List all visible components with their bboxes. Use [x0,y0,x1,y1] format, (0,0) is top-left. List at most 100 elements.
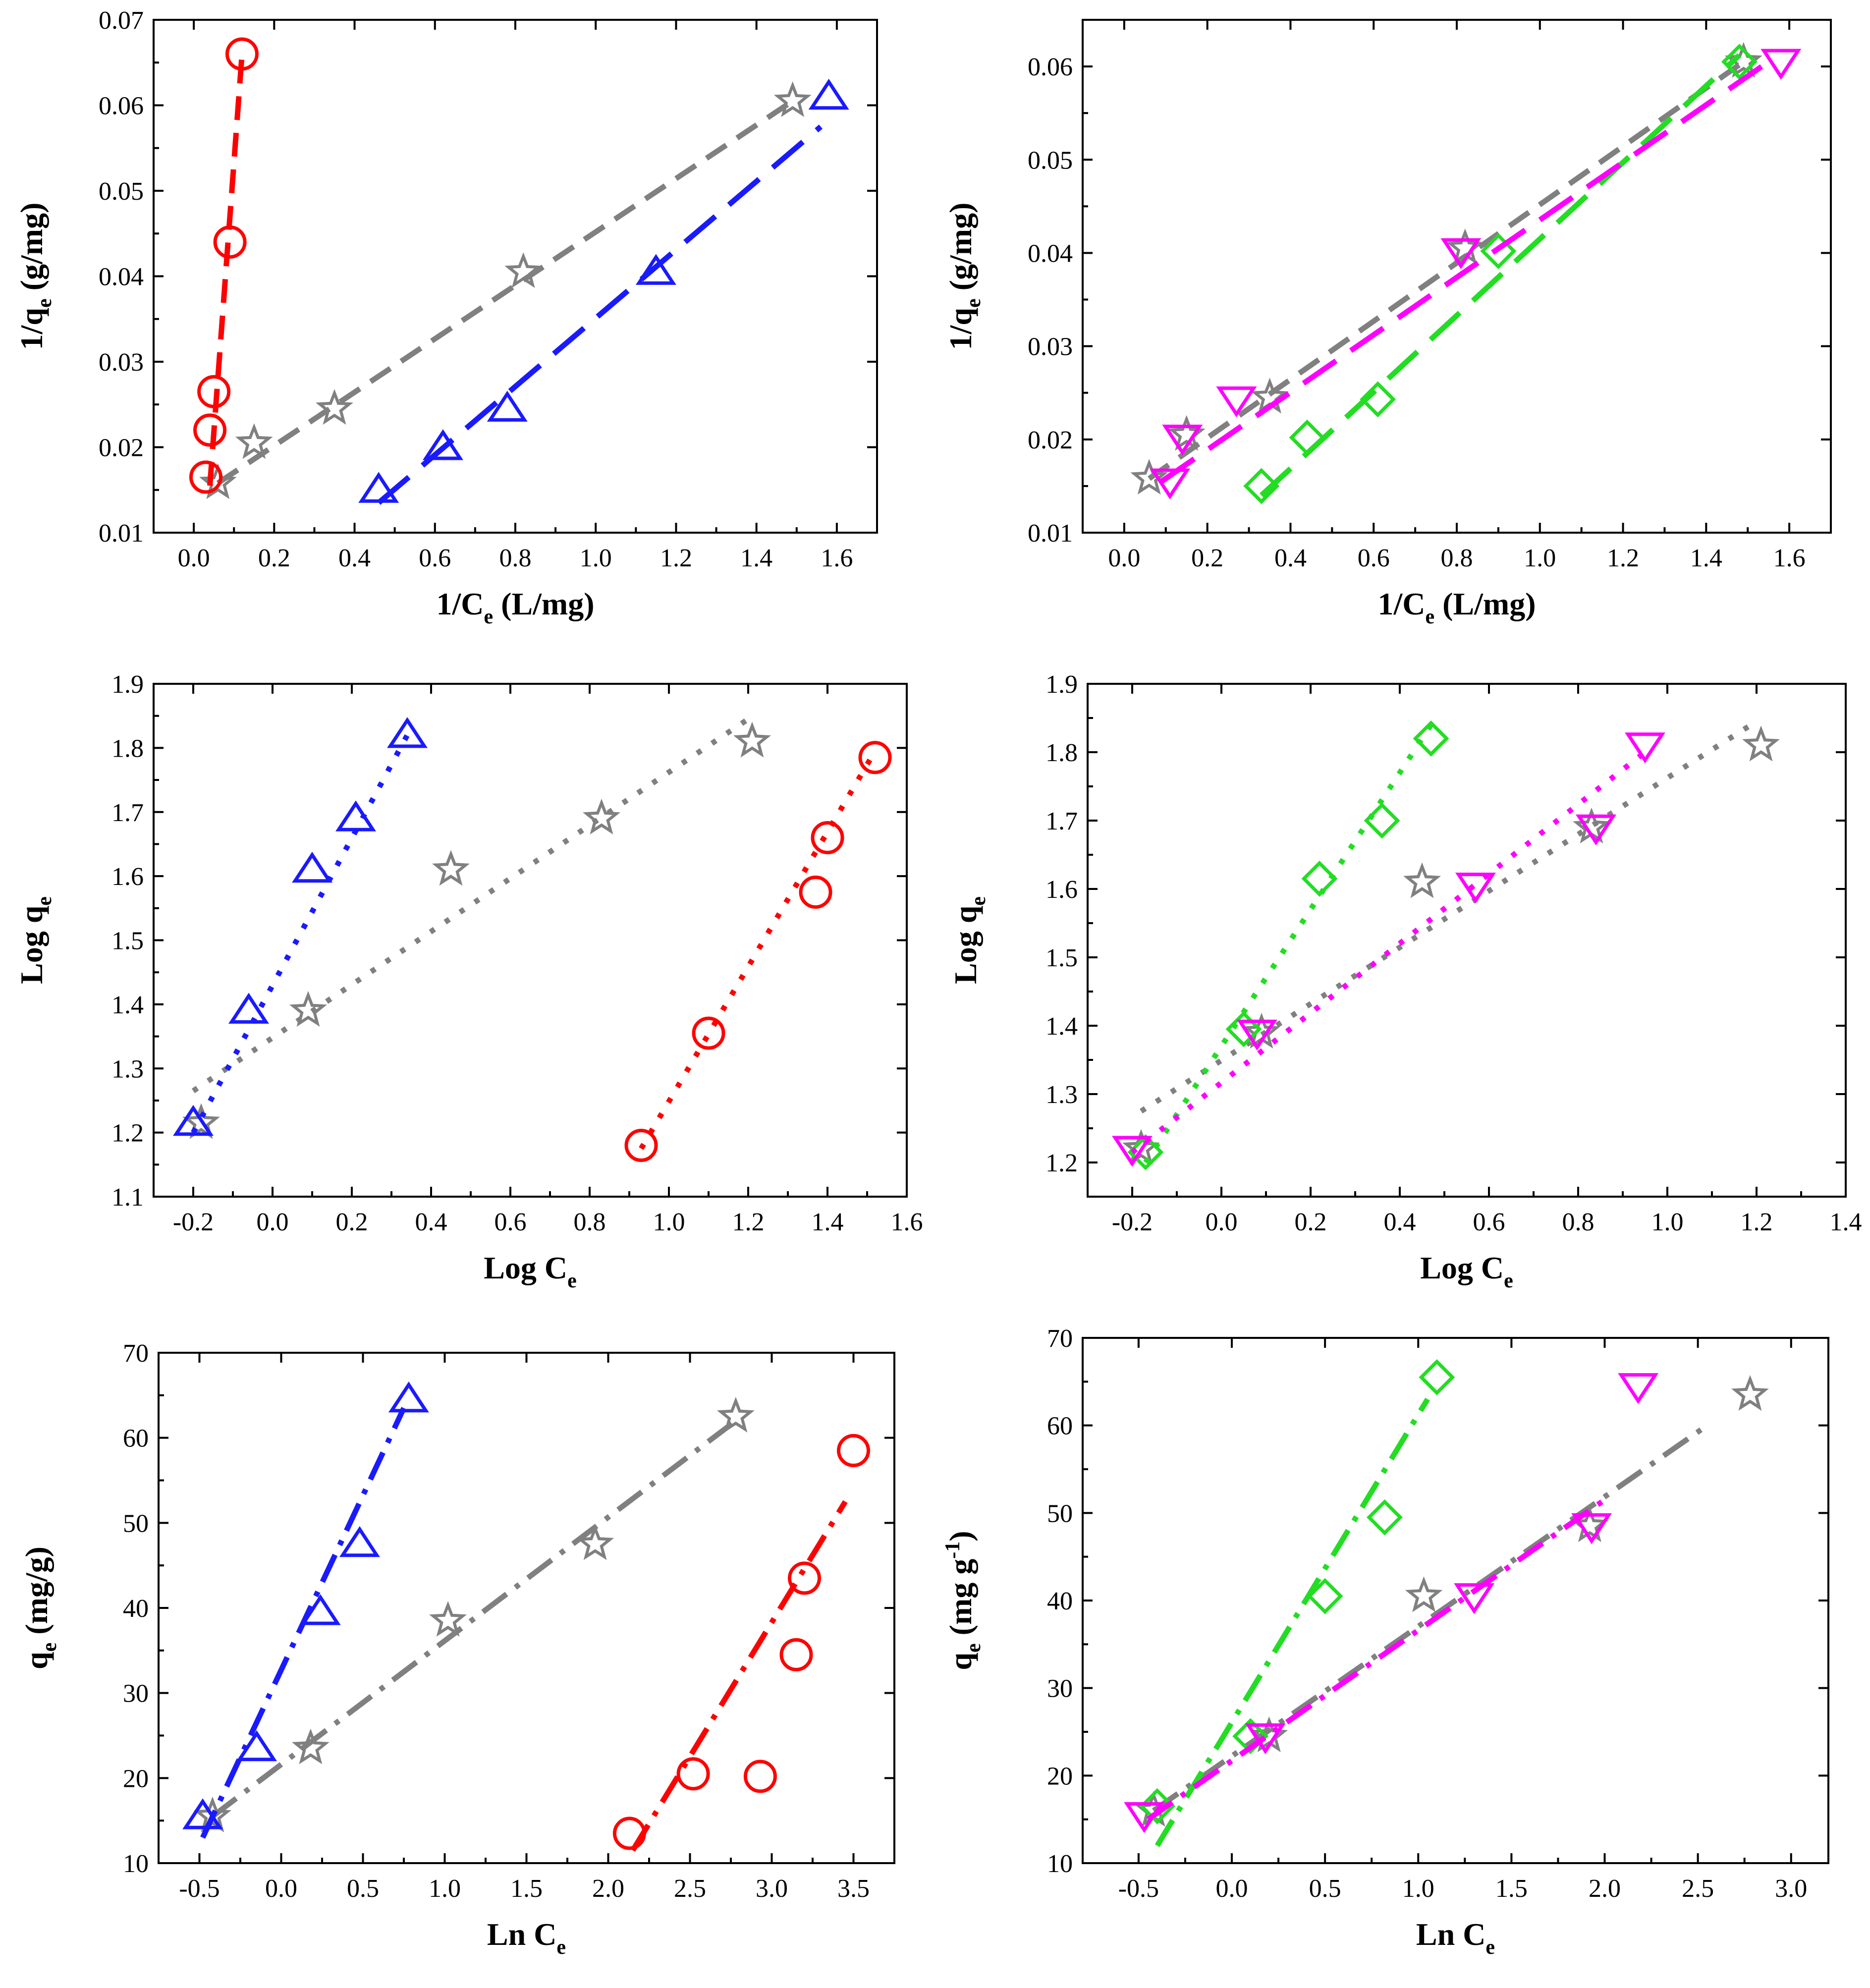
x-tick-label: 0.6 [1358,544,1390,572]
x-tick-label: 0.2 [1295,1208,1327,1236]
data-point-green [1721,44,1758,80]
data-point-magenta [1112,1136,1153,1167]
x-tick-label: 3.5 [837,1875,870,1903]
data-point-gray [733,721,771,758]
x-tick-label: 0.6 [1473,1208,1505,1236]
data-point-gray [432,850,470,886]
data-point-green [1127,1134,1164,1170]
fit-line-magenta [1130,750,1647,1155]
x-tick-label: 0.8 [1441,544,1473,572]
x-axis-title: Log Ce [1420,1250,1513,1292]
y-tick-label: 1.5 [111,927,144,955]
x-tick-label: 3.0 [756,1875,788,1903]
series-blue [182,1381,429,1839]
x-tick-label: -0.5 [1118,1875,1159,1903]
series-gray [1135,1375,1769,1827]
x-tick-label: 1.6 [891,1208,923,1236]
data-point-magenta [1454,1583,1495,1614]
y-tick-label: 0.07 [99,6,144,35]
y-tick-label: 50 [123,1509,149,1538]
data-point-blue [423,429,463,460]
x-tick-label: 1.2 [1607,544,1639,572]
data-point-magenta [1455,873,1496,904]
x-tick-label: 0.2 [336,1208,368,1236]
y-tick-label: 20 [1047,1762,1073,1790]
x-tick-label: 0.8 [1562,1208,1595,1236]
data-point-magenta [1245,1723,1286,1755]
x-tick-label: 1.0 [429,1875,461,1903]
x-tick-label: 0.0 [257,1208,289,1236]
data-point-green [1289,419,1325,456]
data-point-red [692,1016,725,1050]
data-point-gray [199,463,237,499]
y-tick-label: 1.4 [111,991,144,1019]
x-tick-label: 0.0 [1206,1208,1238,1236]
data-point-green [1413,720,1449,757]
data-point-red [193,413,227,447]
data-point-red [743,1760,777,1793]
data-point-red [624,1129,658,1162]
x-tick-label: 0.8 [574,1208,606,1236]
x-tick-label: 1.0 [653,1208,685,1236]
fit-line-red [630,1500,848,1852]
data-point-gray [289,991,327,1027]
data-point-red [779,1638,813,1671]
y-tick-label: 1.7 [111,799,144,827]
fit-line-red [207,54,245,486]
data-point-blue [339,1526,380,1557]
y-tick-label: 0.03 [1028,333,1073,361]
y-tick-label: 0.06 [1028,53,1073,81]
x-axis-title: Ln Ce [487,1917,566,1959]
data-point-red [811,821,844,854]
data-point-red [213,225,247,259]
plot-frame [153,683,908,1198]
x-tick-label: 0.5 [347,1875,379,1903]
x-tick-label: 1.4 [740,544,772,572]
y-tick-label: 20 [123,1765,149,1793]
y-tick-label: 0.01 [1028,519,1073,548]
data-point-green [1367,1499,1403,1536]
data-point-gray [576,1524,614,1560]
data-point-blue [292,851,332,883]
y-tick-label: 0.05 [1028,146,1073,174]
x-tick-label: 1.5 [510,1875,543,1903]
data-point-magenta [1625,732,1665,764]
fit-line-green [1155,1397,1430,1847]
series-green [1127,720,1449,1170]
y-tick-label: 50 [1047,1499,1073,1528]
data-point-gray [235,423,273,459]
data-point-magenta [1162,425,1203,456]
data-point-blue [635,254,676,285]
fit-line-magenta [1146,1497,1606,1822]
x-axis-title: Log Ce [484,1250,577,1292]
data-point-red [189,460,222,494]
y-tick-label: 1.6 [111,863,144,891]
data-point-blue [388,1381,429,1413]
x-tick-label: 1.5 [1495,1875,1528,1903]
y-tick-label: 60 [1047,1412,1073,1440]
data-point-green [1232,1718,1269,1755]
y-tick-label: 60 [123,1425,149,1453]
y-tick-label: 1.9 [1045,670,1078,699]
series-magenta [1112,732,1665,1167]
y-tick-label: 0.01 [99,519,144,548]
data-point-gray [429,1601,467,1637]
x-tick-label: -0.5 [179,1875,220,1903]
x-tick-label: 1.2 [732,1208,765,1236]
data-point-gray [1742,725,1780,762]
x-tick-label: 1.0 [580,544,612,572]
data-point-blue [808,78,849,110]
data-point-gray [1405,1576,1443,1612]
x-tick-label: 1.6 [821,544,853,572]
y-tick-label: 30 [1047,1675,1073,1703]
data-point-gray [1731,1375,1769,1411]
panel-3-freundlich-left: -0.2 0.0 0.2 0.4 0.6 0.8 1.0 1.2 1.4 1.6 1.1 1.2 1.3… [14,670,923,1292]
x-tick-label: 1.0 [1651,1208,1684,1236]
y-tick-label: 10 [1047,1850,1073,1878]
x-tick-label: 1.2 [660,544,692,572]
fit-line-gray [1148,59,1745,481]
data-point-blue [387,717,428,748]
data-point-magenta [1237,1019,1277,1051]
y-tick-label: 1.3 [111,1055,144,1083]
